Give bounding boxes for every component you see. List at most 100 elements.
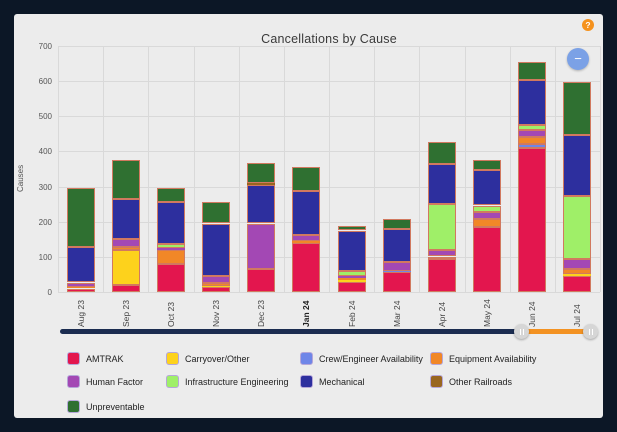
bar-segment[interactable] [111,239,140,247]
bar-segment[interactable] [337,277,366,281]
bar-segment[interactable] [427,203,456,250]
legend-item[interactable]: Unpreventable [67,400,145,413]
slider-track[interactable] [60,329,521,334]
bar-segment[interactable] [292,243,321,292]
legend-label: Human Factor [86,376,144,387]
bar-segment[interactable] [518,137,547,145]
bar-segment[interactable] [202,287,231,292]
bar-segment[interactable] [66,188,95,248]
bar-segment[interactable] [337,276,366,278]
bar-segment[interactable] [202,286,231,288]
help-button[interactable]: ? [582,19,594,31]
chart-title: Cancellations by Cause [261,32,397,46]
legend-label: Carryover/Other [185,353,250,364]
legend-item[interactable]: AMTRAK [67,352,124,365]
bar-segment[interactable] [382,270,411,272]
legend-item[interactable]: Crew/Engineer Availability [300,352,423,365]
bar-segment[interactable] [473,211,502,220]
bar-segment[interactable] [518,62,547,80]
legend-swatch [67,375,80,388]
bar-segment[interactable] [382,218,411,229]
bar-segment[interactable] [563,81,592,135]
bar-segment[interactable] [292,235,321,242]
bar-segment[interactable] [337,282,366,292]
bar-segment[interactable] [247,162,276,183]
gridline-vertical [554,46,556,292]
bar-segment[interactable] [66,282,95,288]
bar-segment[interactable] [156,202,185,245]
bar-segment[interactable] [202,283,231,286]
bar-segment[interactable] [247,182,276,185]
bar-segment[interactable] [427,249,456,257]
bar-segment[interactable] [247,184,276,224]
bar-segment[interactable] [156,244,185,248]
legend-item[interactable]: Human Factor [67,375,143,388]
bar-segment[interactable] [518,130,547,137]
bar-segment[interactable] [247,269,276,292]
bar-segment[interactable] [563,134,592,196]
bar-segment[interactable] [473,226,502,292]
bar-segment[interactable] [156,247,185,250]
chart-legend: AMTRAK Carryover/Other Crew/Engineer Avail… [14,14,603,418]
bar-segment[interactable] [111,285,140,292]
bar-segment[interactable] [292,241,321,244]
bar-segment[interactable] [202,276,231,284]
bar-segment[interactable] [66,247,95,283]
gridline-vertical [193,46,195,292]
gridline-vertical [329,46,330,292]
legend-label: Equipment Availability [449,353,537,364]
bar-segment[interactable] [473,219,502,227]
bar-segment[interactable] [518,125,547,131]
bar-segment[interactable] [427,259,456,292]
chart-panel: ? Cancellations by Cause Causes 0 100 200 3… [14,14,603,418]
bar-segment[interactable] [337,270,366,277]
y-axis-tick-label: 600 [38,77,52,87]
bar-segment[interactable] [563,269,592,274]
bar-segment[interactable] [563,273,592,277]
bar-segment[interactable] [427,164,456,204]
bar-segment[interactable] [202,223,231,277]
bar-segment[interactable] [202,201,231,224]
bar-segment[interactable] [111,249,140,285]
bar-segment[interactable] [382,228,411,263]
gridline-horizontal [58,292,600,293]
bar-segment[interactable] [563,195,592,260]
bar-segment[interactable] [382,272,411,292]
bar-segment[interactable] [518,79,547,125]
gridline-vertical [374,46,376,292]
legend-item[interactable]: Other Railroads [430,375,512,388]
bar-segment[interactable] [518,144,547,149]
bar-segment[interactable] [337,280,366,283]
bar-segment[interactable] [427,142,456,165]
bar-segment[interactable] [382,262,411,271]
bar-segment[interactable] [156,187,185,202]
bar-segment[interactable] [66,287,95,289]
bar-segment[interactable] [292,191,321,235]
bar-segment[interactable] [111,160,140,199]
legend-item[interactable]: Mechanical [300,375,365,388]
slider-selected-range[interactable] [521,329,590,334]
bar-segment[interactable] [292,166,321,192]
bar-segment[interactable] [473,159,502,171]
legend-item[interactable]: Equipment Availability [430,352,536,365]
bar-segment[interactable] [111,198,140,240]
bar-segment[interactable] [473,170,502,206]
bar-segment[interactable] [427,256,456,260]
bar-segment[interactable] [66,288,95,292]
bar-segment[interactable] [563,259,592,270]
chart-plot-area: 0 100 200 300 400 500 600 700 Aug 23 Sep 23 Oct 23… [14,14,603,418]
bar-segment[interactable] [156,263,185,292]
slider-handle-left[interactable] [514,324,529,339]
legend-item[interactable]: Carryover/Other [166,352,250,365]
zoom-out-button[interactable]: − [567,48,589,70]
bar-segment[interactable] [111,247,140,250]
bar-segment[interactable] [156,249,185,264]
bar-segment[interactable] [337,225,366,231]
bar-segment[interactable] [337,230,366,271]
bar-segment[interactable] [247,223,276,270]
bar-segment[interactable] [473,205,502,212]
bar-segment[interactable] [518,148,547,292]
bar-segment[interactable] [563,276,592,292]
legend-item[interactable]: Infrastructure Engineering [166,375,289,388]
slider-handle-right[interactable] [583,324,598,339]
